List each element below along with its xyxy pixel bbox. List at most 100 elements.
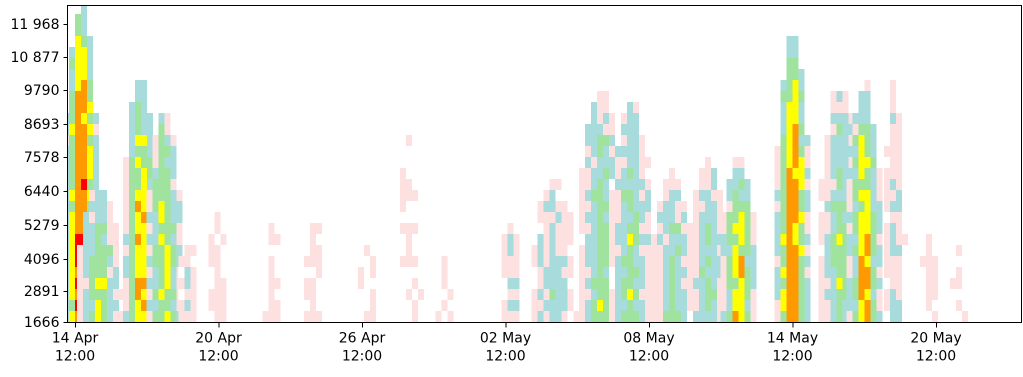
heatmap-cell	[692, 289, 699, 300]
heatmap-cell	[68, 267, 75, 278]
heatmap-cell	[780, 212, 787, 223]
heatmap-cell	[842, 267, 849, 278]
heatmap-cell	[716, 289, 723, 300]
heatmap-cell	[158, 146, 165, 157]
heatmap-cell	[537, 212, 544, 223]
heatmap-cell	[732, 300, 739, 311]
y-tick-label: 11 968	[11, 17, 60, 33]
heatmap-cell	[158, 234, 165, 245]
heatmap-cell	[140, 212, 147, 223]
heatmap-cell	[68, 179, 69, 190]
heatmap-cell	[662, 212, 669, 223]
heatmap-cell	[876, 234, 883, 245]
heatmap-cell	[680, 256, 687, 267]
heatmap-cell	[830, 190, 837, 201]
heatmap-cell	[650, 256, 657, 267]
heatmap-cell	[738, 179, 745, 190]
heatmap-cell	[804, 179, 811, 190]
heatmap-cell	[615, 201, 622, 212]
heatmap-cell	[738, 223, 745, 234]
heatmap-cell	[792, 102, 799, 113]
heatmap-cell	[732, 223, 739, 234]
heatmap-cell	[94, 256, 101, 267]
heatmap-cell	[804, 267, 811, 278]
heatmap-cell	[585, 135, 592, 146]
heatmap-cell	[720, 245, 727, 256]
heatmap-cell	[178, 256, 185, 267]
heatmap-cell	[639, 179, 646, 190]
heatmap-cell	[876, 223, 883, 234]
heatmap-cell	[650, 234, 657, 245]
heatmap-cell	[609, 234, 616, 245]
heatmap-cell	[627, 124, 634, 135]
heatmap-cell	[122, 278, 129, 289]
heatmap-cell	[405, 179, 412, 190]
heatmap-cell	[662, 300, 669, 311]
heatmap-cell	[579, 267, 586, 278]
heatmap-cell	[798, 146, 805, 157]
heatmap-cell	[692, 311, 699, 322]
heatmap-cell	[140, 157, 147, 168]
heatmap-cell	[507, 267, 514, 278]
heatmap-cell	[896, 168, 903, 179]
heatmap-cell	[591, 234, 598, 245]
heatmap-cell	[786, 146, 793, 157]
heatmap-cell	[567, 289, 574, 300]
heatmap-cell	[656, 267, 663, 278]
heatmap-cell	[76, 267, 83, 278]
heatmap-cell	[744, 289, 751, 300]
heatmap-cell	[732, 201, 739, 212]
heatmap-cell	[738, 256, 745, 267]
heatmap-cell	[417, 311, 424, 322]
heatmap-cell	[876, 245, 883, 256]
heatmap-cell	[411, 168, 418, 179]
heatmap-cell	[513, 311, 520, 322]
heatmap-cell	[591, 190, 598, 201]
heatmap-cell	[836, 267, 843, 278]
heatmap-cell	[561, 289, 568, 300]
heatmap-cell	[86, 113, 93, 124]
heatmap-cell	[852, 157, 859, 168]
heatmap-cell	[146, 124, 153, 135]
heatmap-cell	[864, 135, 871, 146]
heatmap-cell	[870, 289, 877, 300]
heatmap-cell	[146, 135, 153, 146]
heatmap-cell	[774, 179, 781, 190]
heatmap-cell	[543, 289, 550, 300]
heatmap-cell	[830, 135, 837, 146]
heatmap-cell	[627, 245, 634, 256]
heatmap-cell	[140, 190, 147, 201]
heatmap-cell	[140, 256, 147, 267]
heatmap-cell	[798, 234, 805, 245]
heatmap-cell	[621, 256, 628, 267]
heatmap-cell	[100, 201, 107, 212]
heatmap-cell	[824, 256, 831, 267]
heatmap-cell	[190, 245, 197, 256]
heatmap-cell	[140, 201, 147, 212]
heatmap-cell	[656, 245, 663, 256]
heatmap-cell	[852, 124, 859, 135]
heatmap-cell	[824, 168, 831, 179]
heatmap-cell	[792, 113, 799, 124]
heatmap-cell	[798, 223, 805, 234]
heatmap-cell	[842, 135, 849, 146]
heatmap-cell	[68, 124, 69, 135]
heatmap-cell	[158, 113, 165, 124]
heatmap-cell	[864, 267, 871, 278]
heatmap-cell	[738, 278, 745, 289]
heatmap-cell	[88, 201, 95, 212]
heatmap-cell	[704, 168, 711, 179]
heatmap-cell	[798, 102, 805, 113]
heatmap-cell	[650, 311, 657, 322]
heatmap-cell	[140, 179, 147, 190]
heatmap-cell	[100, 223, 107, 234]
heatmap-cell	[864, 157, 871, 168]
heatmap-cell	[798, 91, 805, 102]
heatmap-cell	[134, 124, 141, 135]
heatmap-cell	[74, 102, 81, 113]
heatmap-cell	[561, 212, 568, 223]
heatmap-cell	[858, 157, 865, 168]
heatmap-cell	[603, 179, 610, 190]
heatmap-cell	[858, 201, 865, 212]
